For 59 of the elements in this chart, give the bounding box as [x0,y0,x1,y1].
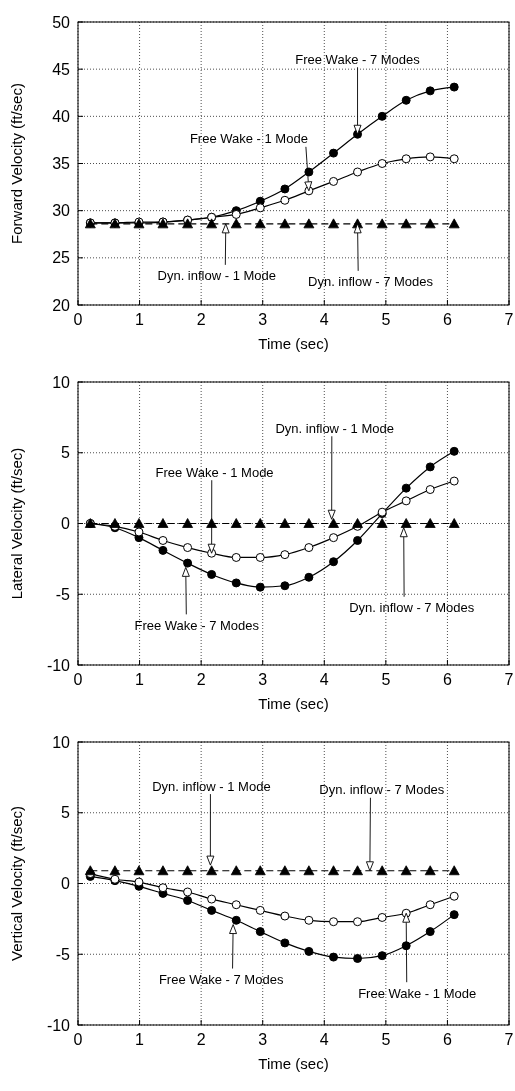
y-axis-title: Forward Velocity (ft/sec) [8,83,25,244]
annotation: Free Wake - 7 Modes [158,972,284,988]
y-tick-label: -10 [46,1016,71,1034]
annotation: Dyn. inflow - 1 Mode [157,268,277,284]
annotation: Free Wake - 1 Mode [155,464,274,480]
x-tick-label: 2 [196,311,206,328]
annotation: Dyn. inflow - 7 Modes [319,782,445,798]
y-tick-label: 20 [52,296,71,314]
y-tick-label: 25 [52,249,71,267]
y-tick-label: 40 [52,107,71,125]
x-tick-label: 3 [258,1031,268,1048]
x-tick-label: 6 [442,671,452,688]
y-tick-label: 0 [61,875,71,893]
x-axis-title: Time (sec) [258,335,329,352]
x-tick-label: 0 [73,311,83,328]
x-tick-label: 5 [381,671,391,688]
annotation: Free Wake - 7 Modes [295,51,421,67]
x-tick-label: 1 [135,671,145,688]
x-tick-label: 6 [442,1031,452,1048]
x-axis-title: Time (sec) [258,1055,329,1072]
y-tick-label: 5 [61,804,71,822]
x-tick-label: 1 [135,1031,145,1048]
annotation: Dyn. inflow - 1 Mode [152,778,271,794]
x-tick-label: 2 [196,1031,206,1048]
x-tick-label: 4 [319,311,329,328]
x-tick-label: 0 [73,671,83,688]
y-tick-label: 5 [61,444,71,462]
y-axis-title: Lateral Velocity (ft/sec) [8,447,25,600]
annotation: Free Wake - 1 Mode [189,131,308,147]
annotation: Free Wake - 1 Mode [358,985,477,1001]
x-tick-label: 2 [196,671,206,688]
x-tick-label: 7 [504,671,514,688]
x-tick-label: 3 [258,671,268,688]
y-tick-label: 45 [52,60,71,78]
annotation: Dyn. inflow - 7 Modes [308,274,434,290]
y-tick-label: 10 [52,373,71,391]
x-tick-label: 6 [442,311,452,328]
x-tick-label: 4 [319,671,329,688]
annotation: Dyn. inflow - 1 Mode [275,420,394,436]
annotation: Dyn. inflow - 7 Modes [349,600,475,616]
y-tick-label: -5 [55,945,71,963]
x-tick-label: 5 [381,311,391,328]
x-tick-label: 5 [381,1031,391,1048]
x-axis-title: Time (sec) [258,695,329,712]
y-tick-label: 50 [52,13,71,31]
x-tick-label: 4 [319,1031,329,1048]
y-tick-label: -5 [55,585,71,603]
x-tick-label: 3 [258,311,268,328]
x-tick-label: 7 [504,311,514,328]
y-tick-label: 30 [52,202,71,220]
x-tick-label: 0 [73,1031,83,1048]
x-tick-label: 7 [504,1031,514,1048]
x-tick-label: 1 [135,311,145,328]
y-tick-label: 0 [61,515,71,533]
y-axis-title: Vertical Velocity (ft/sec) [8,805,25,962]
y-tick-label: 35 [52,155,71,173]
y-tick-label: 10 [52,733,71,751]
y-tick-label: -10 [46,656,71,674]
annotation: Free Wake - 7 Modes [134,617,260,633]
